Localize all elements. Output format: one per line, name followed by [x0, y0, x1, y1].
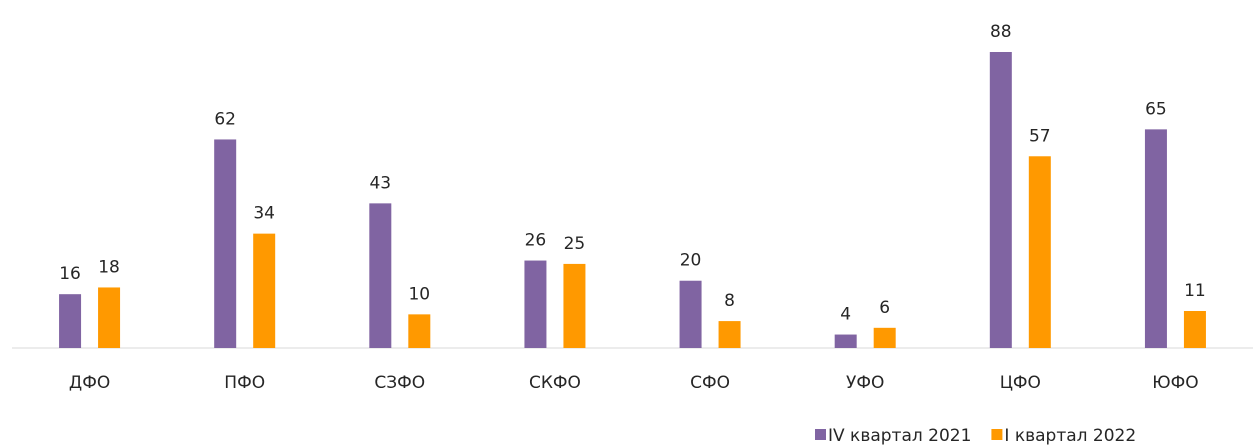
x-tick-label: ЦФО	[1000, 373, 1041, 393]
legend-swatch	[991, 429, 1003, 440]
x-tick-label: СЗФО	[374, 373, 425, 393]
data-label: 11	[1184, 281, 1206, 301]
data-label: 43	[369, 173, 391, 193]
x-tick-label: ПФО	[224, 373, 265, 393]
data-label: 62	[214, 109, 236, 129]
data-label: 57	[1029, 126, 1051, 146]
data-label: 10	[408, 284, 430, 304]
data-label: 4	[840, 305, 851, 325]
data-label: 26	[525, 231, 547, 251]
data-label: 20	[680, 251, 702, 271]
bar	[563, 263, 586, 348]
bar	[873, 327, 896, 348]
bar	[718, 321, 741, 348]
legend-label: IV квартал 2021	[828, 426, 971, 445]
bar	[408, 314, 431, 348]
data-label: 34	[253, 204, 275, 224]
bar	[214, 139, 237, 348]
data-label: 16	[59, 264, 81, 284]
x-tick-label: УФО	[846, 373, 884, 393]
bar	[1028, 156, 1051, 348]
bar	[834, 334, 857, 348]
x-tick-label: ЮФО	[1152, 373, 1198, 393]
bar	[253, 233, 276, 348]
data-label: 88	[990, 22, 1012, 42]
bar	[524, 260, 547, 348]
bar	[679, 280, 702, 348]
x-tick-label: СФО	[690, 373, 730, 393]
bar	[989, 52, 1012, 348]
legend-swatch	[815, 429, 826, 440]
x-tick-label: СКФО	[529, 373, 581, 393]
legend-label: I квартал 2022	[1004, 426, 1136, 445]
bar	[1144, 129, 1167, 348]
data-label: 65	[1145, 99, 1167, 119]
data-label: 18	[98, 257, 120, 277]
x-tick-label: ДФО	[69, 373, 110, 393]
bar	[98, 287, 121, 348]
bar	[369, 203, 392, 348]
data-label: 25	[564, 234, 586, 254]
data-label: 6	[879, 298, 890, 318]
bar	[59, 294, 82, 348]
bar	[1183, 311, 1206, 348]
data-label: 8	[724, 291, 735, 311]
